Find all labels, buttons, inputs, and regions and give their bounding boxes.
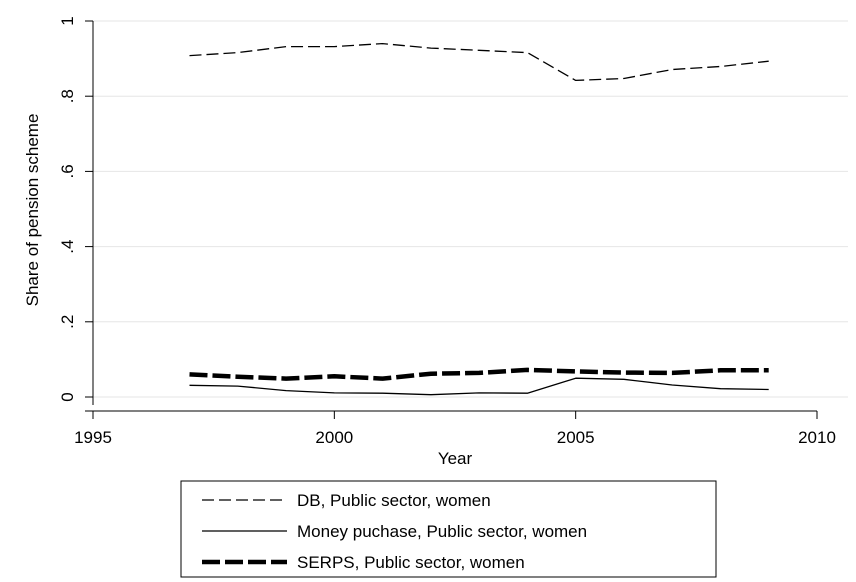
legend-label: Money puchase, Public sector, women	[297, 522, 587, 541]
x-tick-label: 1995	[74, 428, 112, 447]
y-axis-label: Share of pension scheme	[23, 114, 42, 307]
y-tick-label: .6	[58, 164, 77, 178]
y-tick-label: .2	[58, 315, 77, 329]
y-tick-label: 0	[58, 392, 77, 401]
x-tick-label: 2000	[315, 428, 353, 447]
series-line-2	[189, 377, 769, 396]
axes: 0 .2 .4 .6 .8 1 1995 2000 2005 2010	[58, 16, 836, 447]
grid-lines	[91, 20, 848, 398]
x-tick-label: 2005	[557, 428, 595, 447]
y-tick-label: 1	[58, 16, 77, 25]
legend-box	[180, 480, 717, 578]
x-tick-label: 2010	[798, 428, 836, 447]
legend: DB, Public sector, women Money puchase, P…	[180, 480, 717, 578]
y-tick-label: .4	[58, 240, 77, 254]
legend-label: SERPS, Public sector, women	[297, 553, 525, 572]
series-lines	[189, 42, 769, 396]
series-line-3	[189, 367, 769, 381]
series-line-1	[189, 42, 769, 82]
y-tick-label: .8	[58, 89, 77, 103]
legend-label: DB, Public sector, women	[297, 491, 491, 510]
x-axis-label: Year	[438, 449, 473, 468]
